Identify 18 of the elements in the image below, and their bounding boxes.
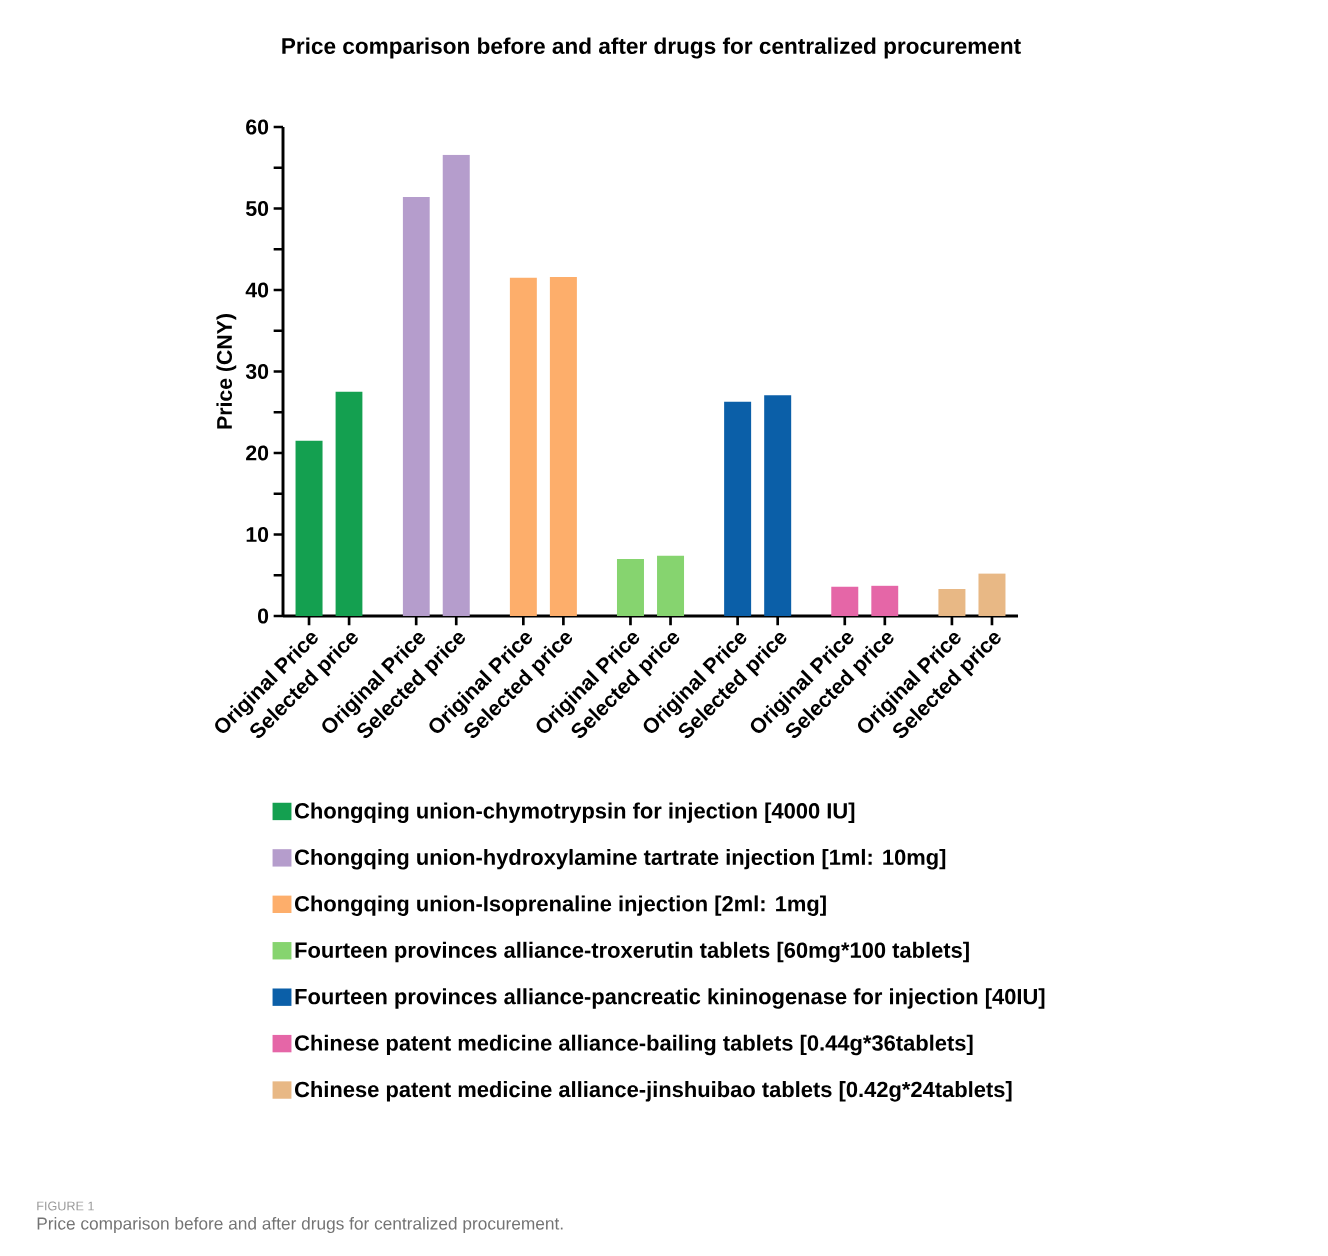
caption: FIGURE 1 — [37, 1201, 94, 1211]
legend-label: Chongqing union-hydroxylamine tartrate injection [1ml: 10mg] — [295, 848, 946, 870]
legend-label: Chinese patent medicine alliance-jinshuibao tablets [0.42g*24tablets] — [295, 1081, 1012, 1102]
legend-label: Fourteen provinces alliance-pancreatic kininogenase for injection [40IU] — [295, 988, 1045, 1009]
y-tick-label: 50 — [245, 200, 269, 217]
y-axis-title: Price (CNY) — [216, 314, 237, 429]
chart-title: Price comparison before and after drugs for centralized procurement — [282, 37, 1021, 59]
text: Price comparison before and after drugs for centralized procurement. — [37, 1216, 563, 1234]
y-tick-label: 10 — [246, 526, 269, 543]
y-tick-label: 0 — [257, 608, 269, 624]
legend-label: Chongqing union-chymotrypsin for injection [4000 IU] — [295, 802, 855, 824]
y-tick-label: 60 — [246, 119, 269, 135]
legend-label: Chongqing union-Isoprenaline injection [2ml: 1mg] — [295, 895, 826, 916]
y-tick-label: 30 — [245, 363, 269, 380]
y-tick-label: 20 — [246, 445, 269, 461]
legend-label: Fourteen provinces alliance-troxerutin tablets [60mg*100 tablets] — [295, 941, 969, 963]
legend-label: Chinese patent medicine alliance-bailing tablets [0.44g*36tablets] — [295, 1034, 973, 1056]
y-tick-label: 40 — [245, 282, 269, 298]
